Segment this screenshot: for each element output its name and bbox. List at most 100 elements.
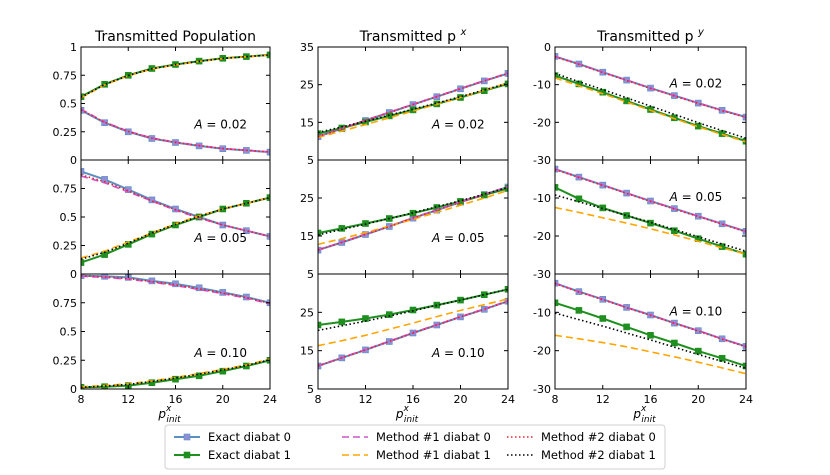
- legend-label-exact1: Exact diabat 1: [208, 448, 291, 462]
- point-exact0-r2-c1-7: [480, 305, 488, 313]
- series-m2d0-r2-c0: [81, 274, 270, 305]
- a-label: A = 0.10: [193, 346, 247, 360]
- point-exact1-r2-c2-5: [671, 339, 678, 347]
- a-label: A = 0.02: [431, 117, 485, 131]
- series-m1d1-r0-c2: [555, 77, 746, 143]
- a-label: A = 0.10: [669, 304, 723, 318]
- point-exact1-r2-c0-7: [243, 362, 250, 370]
- point-exact1-r1-c2-1: [575, 195, 583, 203]
- xtick-label: 12: [121, 393, 135, 406]
- xtick-label: 12: [359, 393, 373, 406]
- panel-r0-c2: -30 -20 -10 0 A = 0.02: [533, 41, 747, 167]
- xtick-label: 8: [552, 393, 559, 406]
- point-exact1-r2-c2-3: [623, 323, 630, 331]
- point-exact0-r0-c1-7: [480, 77, 488, 85]
- series-m2d0-r1-c2: [555, 168, 746, 233]
- ytick-label: 15: [300, 345, 314, 358]
- point-exact1-r2-c2-6: [694, 347, 702, 355]
- series-m2d0-r1-c1: [318, 186, 508, 251]
- series-m2d1-r2-c0: [81, 358, 270, 389]
- legend-label-m2d0: Method #2 diabat 0: [541, 430, 656, 444]
- xtick-label: 24: [263, 393, 277, 406]
- a-label: A = 0.02: [193, 117, 247, 131]
- ytick-label: 0.5: [60, 326, 78, 339]
- point-exact1-r1-c1-0: [318, 229, 322, 237]
- a-label: A = 0.05: [193, 231, 247, 245]
- series-m2d1-r2-c1: [318, 288, 508, 332]
- series-m2d1-r0-c0: [81, 54, 270, 99]
- xtick-label: 12: [596, 393, 610, 406]
- ytick-label: 25: [300, 306, 314, 319]
- ytick-label: 0.75: [53, 297, 78, 310]
- point-exact1-r2-c2-8: [742, 362, 746, 370]
- point-exact1-r2-c1-1: [338, 318, 346, 326]
- series-m2d1-r2-c2: [555, 312, 746, 370]
- legend: Exact diabat 0 Method #1 diabat 0 Method #…: [164, 424, 666, 470]
- point-exact0-r2-c2-6: [694, 327, 702, 335]
- ytick-label: 0: [70, 268, 77, 281]
- point-exact1-r0-c2-0: [555, 72, 559, 79]
- legend-label-m2d1: Method #2 diabat 1: [541, 448, 656, 462]
- series-m1d1-r2-c2: [555, 334, 746, 375]
- column-title-0: Transmitted Population: [94, 29, 256, 45]
- ytick-label: 5: [307, 268, 314, 281]
- ytick-label: 0: [70, 383, 77, 396]
- xtick-label: 24: [739, 393, 753, 406]
- point-exact1-r1-c2-3: [623, 212, 630, 219]
- ytick-label: 0.25: [53, 354, 78, 367]
- ytick-label: 0.25: [53, 240, 78, 253]
- ytick-label: 5: [307, 383, 314, 396]
- series-m2d0-r2-c2: [555, 282, 746, 348]
- legend-label-m1d1: Method #1 diabat 1: [376, 448, 491, 462]
- point-exact1-r1-c1-1: [338, 225, 346, 232]
- series-m2d1-r1-c0: [81, 196, 270, 260]
- series-m1d1-r2-c1: [318, 298, 508, 347]
- column-title-2: Transmitted p y: [596, 27, 705, 45]
- panel-r1-c2: -30 -20 -10 A = 0.05: [533, 159, 747, 281]
- series-m2d1-r1-c2: [555, 194, 746, 252]
- point-exact1-r2-c2-0: [555, 299, 559, 307]
- point-exact0-r2-c0-4: [172, 280, 179, 288]
- ytick-label: 0.75: [53, 183, 78, 196]
- panel-r1-c0: 0 0.25 0.5 0.75 A = 0.05: [53, 159, 271, 281]
- x-axis-label: px init: [632, 404, 656, 425]
- xtick-label: 24: [501, 393, 515, 406]
- point-exact1-r1-c0-0: [81, 259, 85, 266]
- series-m2d1-r1-c1: [318, 186, 508, 236]
- legend-label-exact0: Exact diabat 0: [208, 430, 291, 444]
- point-exact1-r2-c1-3: [385, 311, 393, 318]
- point-exact1-r2-c1-0: [318, 321, 322, 329]
- point-exact1-r2-c0-3: [148, 379, 156, 387]
- ytick-label: -10: [533, 192, 551, 205]
- legend-marker-exact1: [183, 451, 191, 459]
- panel-frame: [554, 46, 747, 161]
- ytick-label: -30: [533, 154, 551, 167]
- point-exact1-r2-c0-6: [219, 367, 227, 375]
- point-exact0-r2-c0-6: [219, 289, 227, 296]
- series-m2d1-r0-c1: [318, 82, 508, 134]
- ytick-label: 0.25: [53, 126, 78, 139]
- ytick-label: 0.75: [53, 69, 78, 82]
- point-exact0-r0-c2-6: [694, 99, 702, 107]
- panel-r2-c2: -30 -20 -10 8 12 16 20 24 A = 0.10 px init: [533, 273, 753, 425]
- xtick-label: 16: [169, 393, 183, 406]
- series-exact1-r2-c0: [81, 359, 270, 389]
- series-m2d0-r2-c1: [318, 300, 508, 367]
- a-label: A = 0.05: [669, 190, 723, 204]
- xtick-label: 8: [315, 393, 322, 406]
- legend-label-m1d0: Method #1 diabat 0: [376, 430, 491, 444]
- ytick-label: 25: [300, 79, 314, 92]
- xtick-label: 20: [216, 393, 230, 406]
- ytick-label: 35: [300, 41, 314, 54]
- series-m2d0-r0-c1: [318, 72, 508, 138]
- point-exact1-r2-c0-5: [195, 372, 203, 380]
- ytick-label: -30: [533, 268, 551, 281]
- ytick-label: 25: [300, 192, 314, 205]
- panel-frame: [80, 159, 271, 275]
- point-exact1-r2-c2-7: [718, 354, 726, 362]
- ytick-label: -20: [533, 345, 551, 358]
- point-exact0-r1-c0-0: [81, 168, 85, 175]
- panel-r2-c0: 0 0.25 0.5 0.75 8 12 16 20 24 A = 0.10 px init: [53, 273, 277, 425]
- panel-frame: [80, 273, 271, 390]
